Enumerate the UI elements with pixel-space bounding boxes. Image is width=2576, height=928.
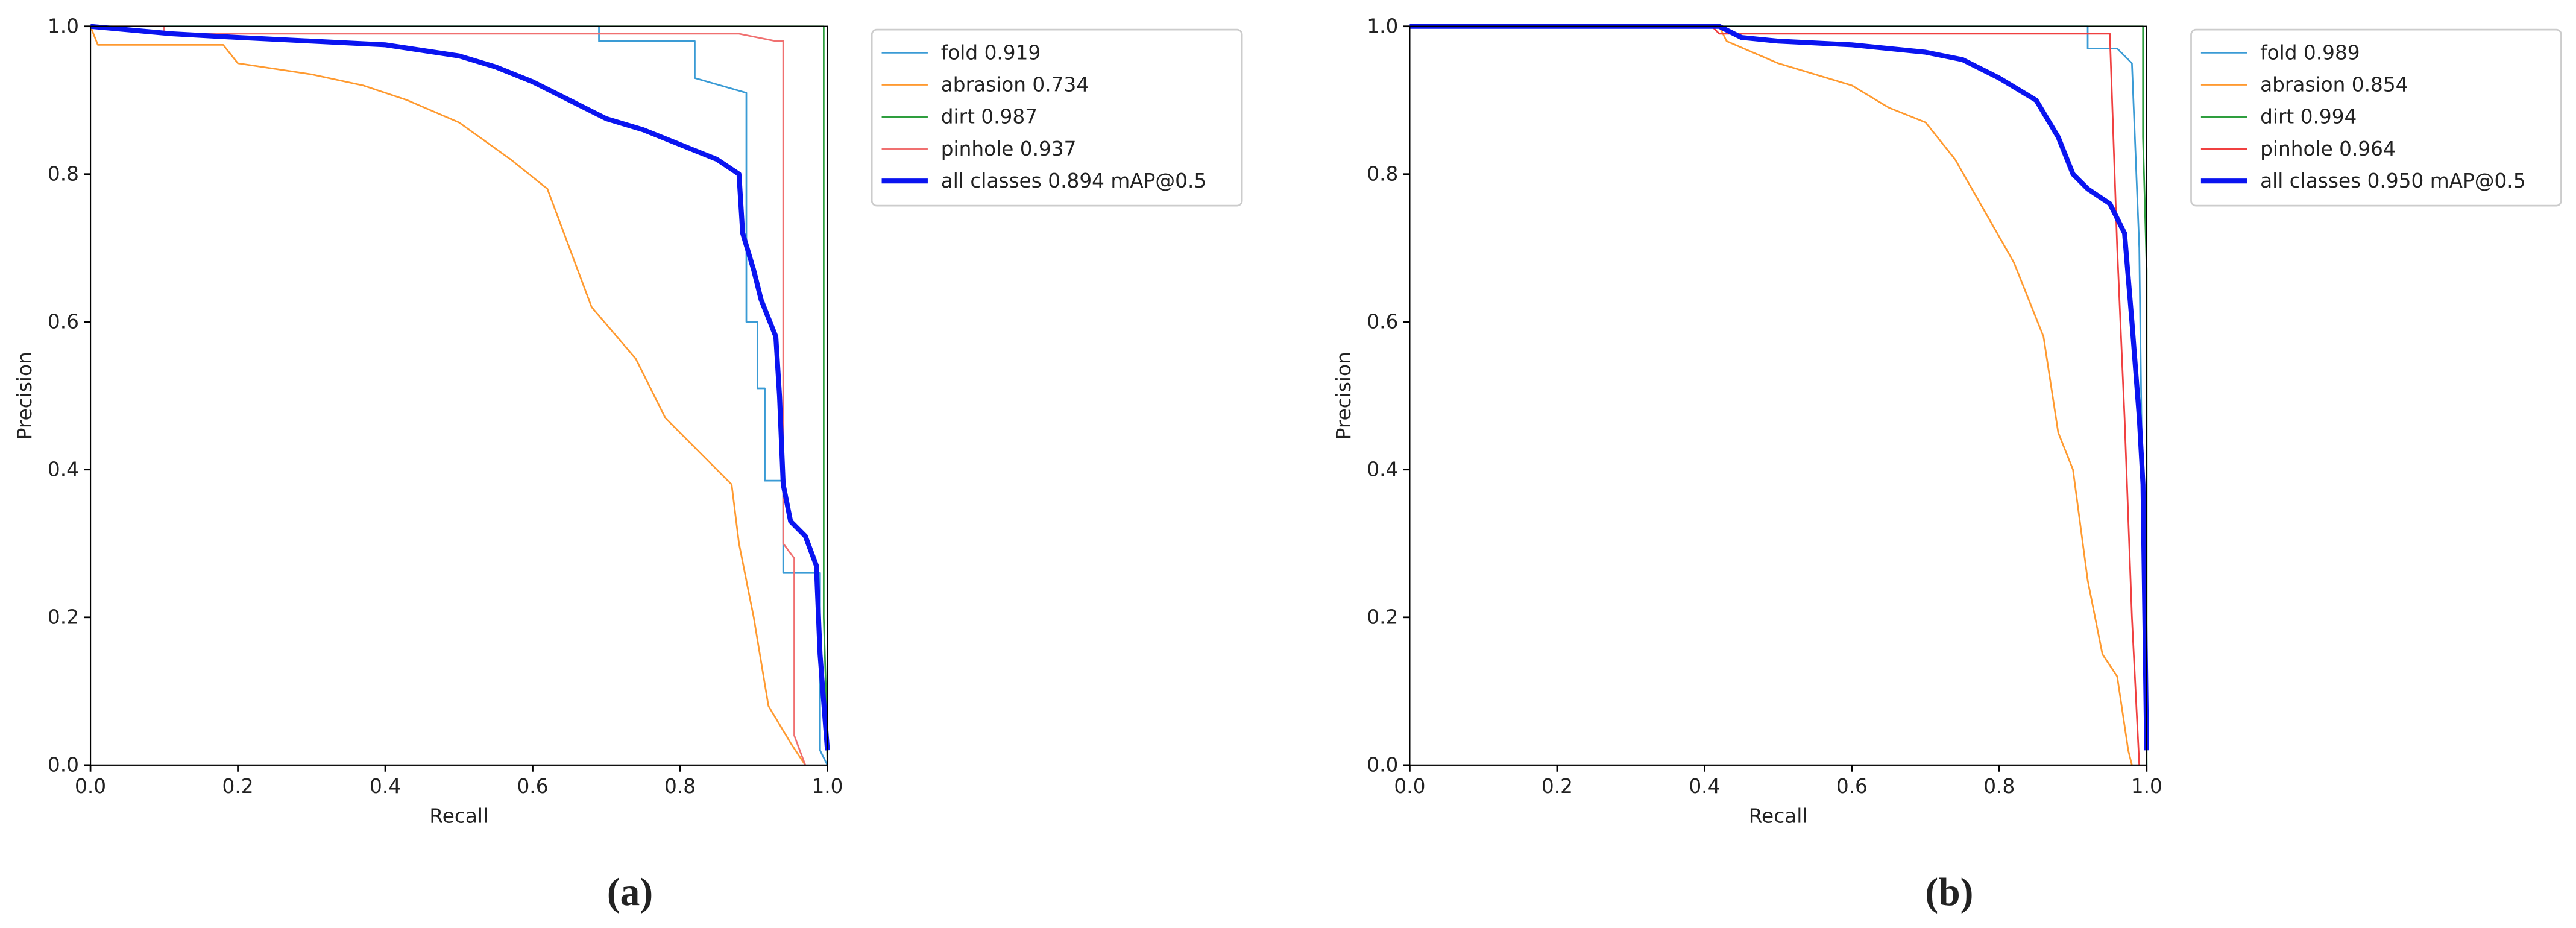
y-tick-label: 0.0 bbox=[48, 754, 79, 777]
pr-curve bbox=[1409, 25, 2148, 765]
legend-label: all classes 0.950 mAP@0.5 bbox=[2260, 169, 2525, 192]
x-tick-label: 0.6 bbox=[517, 775, 548, 798]
y-tick-label: 0.2 bbox=[48, 606, 79, 629]
x-tick-label: 0.2 bbox=[222, 775, 254, 798]
x-tick-label: 1.0 bbox=[811, 775, 843, 798]
x-tick-label: 0.0 bbox=[75, 775, 106, 798]
pr-curve bbox=[90, 25, 807, 766]
y-tick-label: 1.0 bbox=[48, 15, 79, 38]
y-tick-label: 0.4 bbox=[48, 458, 79, 481]
x-tick-label: 0.8 bbox=[664, 775, 696, 798]
pr-curve bbox=[1409, 25, 2148, 765]
y-tick-label: 0.6 bbox=[48, 311, 79, 333]
pr-curve bbox=[1409, 25, 2133, 766]
axes-frame bbox=[89, 25, 828, 766]
legend-label: pinhole 0.964 bbox=[2260, 137, 2396, 160]
x-tick-label: 1.0 bbox=[2131, 775, 2162, 798]
legend-label: abrasion 0.734 bbox=[941, 73, 1089, 96]
panel-label: (a) bbox=[607, 871, 653, 914]
y-tick-label: 0.4 bbox=[1367, 458, 1398, 481]
y-tick-label: 0.0 bbox=[1367, 754, 1398, 777]
y-tick-label: 1.0 bbox=[1367, 15, 1398, 38]
legend-label: dirt 0.987 bbox=[941, 106, 1038, 128]
x-tick-label: 0.0 bbox=[1394, 775, 1425, 798]
axes-frame bbox=[1409, 25, 2147, 766]
y-tick-label: 0.8 bbox=[48, 163, 79, 186]
x-axis-label: Recall bbox=[1749, 804, 1808, 827]
panel-label: (b) bbox=[1925, 871, 1973, 914]
y-axis-label: Precision bbox=[13, 352, 36, 440]
legend-label: abrasion 0.854 bbox=[2260, 73, 2408, 96]
legend-box bbox=[871, 28, 1243, 207]
x-axis-label: Recall bbox=[429, 804, 488, 827]
y-tick-label: 0.6 bbox=[1367, 311, 1398, 333]
x-tick-label: 0.4 bbox=[1689, 775, 1720, 798]
legend-label: dirt 0.994 bbox=[2260, 106, 2357, 128]
pr-curve bbox=[90, 25, 828, 765]
x-tick-label: 0.8 bbox=[1983, 775, 2015, 798]
pr-curve bbox=[1409, 25, 2140, 765]
x-tick-label: 0.2 bbox=[1542, 775, 1573, 798]
x-tick-label: 0.4 bbox=[370, 775, 401, 798]
pr-curve bbox=[1409, 24, 2149, 751]
legend-label: pinhole 0.937 bbox=[941, 137, 1077, 160]
pr-curve bbox=[90, 25, 828, 766]
legend-box bbox=[2190, 28, 2562, 207]
pr-curve bbox=[89, 26, 806, 766]
x-tick-label: 0.6 bbox=[1836, 775, 1868, 798]
legend-label: fold 0.989 bbox=[2260, 41, 2360, 64]
y-tick-label: 0.8 bbox=[1367, 163, 1398, 186]
y-axis-label: Precision bbox=[1332, 352, 1355, 440]
legend-label: all classes 0.894 mAP@0.5 bbox=[941, 169, 1206, 192]
legend-label: fold 0.919 bbox=[941, 41, 1041, 64]
y-tick-label: 0.2 bbox=[1367, 606, 1398, 629]
pr-curve bbox=[90, 24, 830, 751]
